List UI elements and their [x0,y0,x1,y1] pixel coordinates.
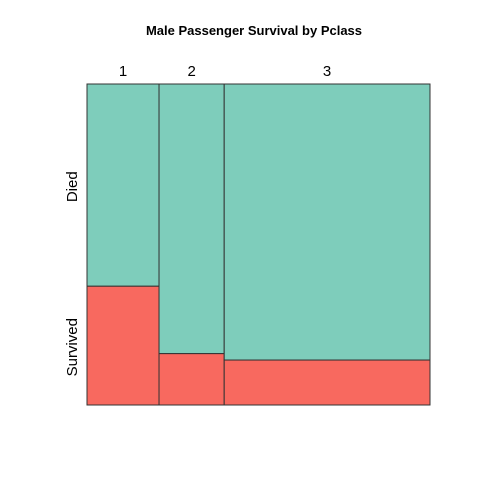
tile-died-pclass-2 [158,83,225,355]
mosaic-tiles [86,83,431,406]
row-labels: Died Survived [64,171,81,376]
column-label-3: 3 [323,63,331,80]
tile-died-pclass-3 [223,83,431,361]
chart-title: Male Passenger Survival by Pclass [146,23,362,38]
tile-died-pclass-1 [86,83,160,287]
row-label-survived: Survived [64,318,81,376]
column-label-2: 2 [187,63,195,80]
column-label-1: 1 [119,63,127,80]
tile-survived-pclass-2 [158,353,225,406]
tile-survived-pclass-3 [223,359,431,406]
column-labels: 1 2 3 [119,63,331,80]
tile-survived-pclass-1 [86,285,160,406]
plot-frame [86,83,431,406]
row-label-died: Died [64,171,81,202]
